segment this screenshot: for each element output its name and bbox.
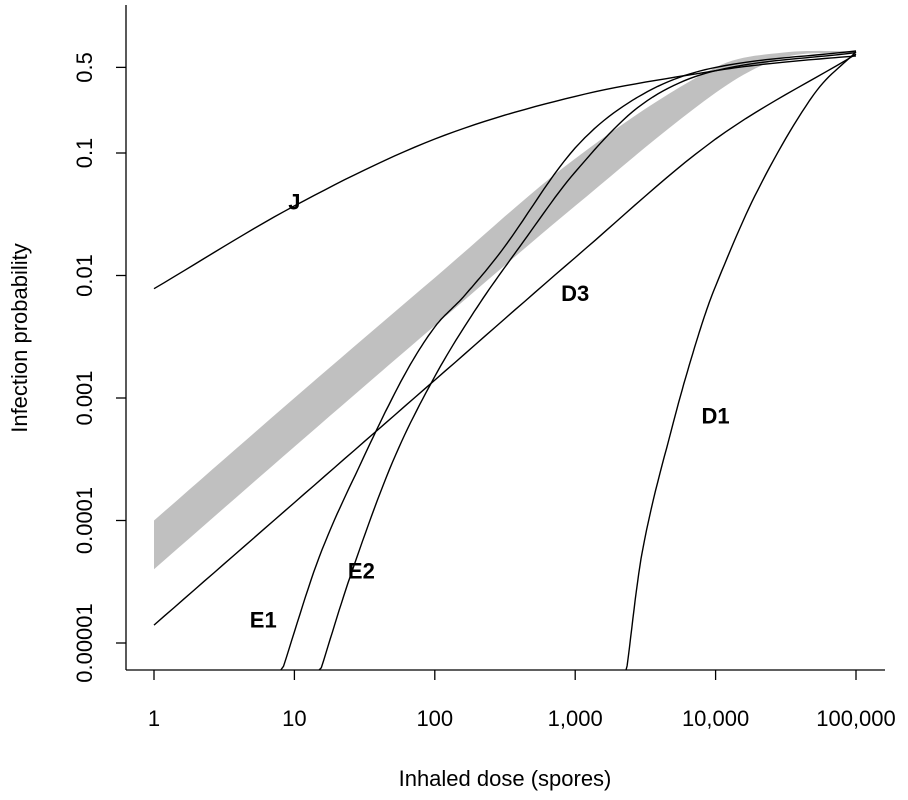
y-tick-label: 0.00001 <box>72 603 97 683</box>
y-tick-label: 0.1 <box>72 138 97 169</box>
x-axis: 1 10 100 1,000 10,000 100,000 <box>126 669 896 731</box>
series-line-d1 <box>625 51 857 671</box>
x-tick-label: 100 <box>416 706 453 731</box>
y-axis: 0.00001 0.0001 0.001 0.01 0.1 0.5 <box>72 5 127 683</box>
curve-labels: J D3 E1 E2 D1 <box>250 190 730 633</box>
y-tick-label: 0.5 <box>72 52 97 83</box>
y-tick-label: 0.0001 <box>72 487 97 554</box>
series-line-e1 <box>280 50 857 671</box>
series-line-j <box>153 55 857 290</box>
y-axis-title: Infection probability <box>7 243 32 433</box>
confidence-band <box>154 50 856 570</box>
band-layer <box>154 50 856 570</box>
x-tick-label: 10,000 <box>682 706 749 731</box>
x-tick-label: 1,000 <box>548 706 603 731</box>
x-tick-label: 10 <box>282 706 306 731</box>
x-axis-title: Inhaled dose (spores) <box>399 766 612 791</box>
x-tick-label: 100,000 <box>816 706 896 731</box>
curve-label-e1: E1 <box>250 608 277 633</box>
y-tick-label: 0.01 <box>72 254 97 297</box>
y-tick-label: 0.001 <box>72 370 97 425</box>
curve-label-d3: D3 <box>561 281 589 306</box>
series-line-e2 <box>318 51 857 671</box>
series-layer <box>153 50 857 671</box>
x-tick-label: 1 <box>148 706 160 731</box>
curve-label-j: J <box>288 190 300 215</box>
curve-label-d1: D1 <box>702 403 730 428</box>
curve-label-e2: E2 <box>348 559 375 584</box>
series-line-d3 <box>153 53 857 626</box>
